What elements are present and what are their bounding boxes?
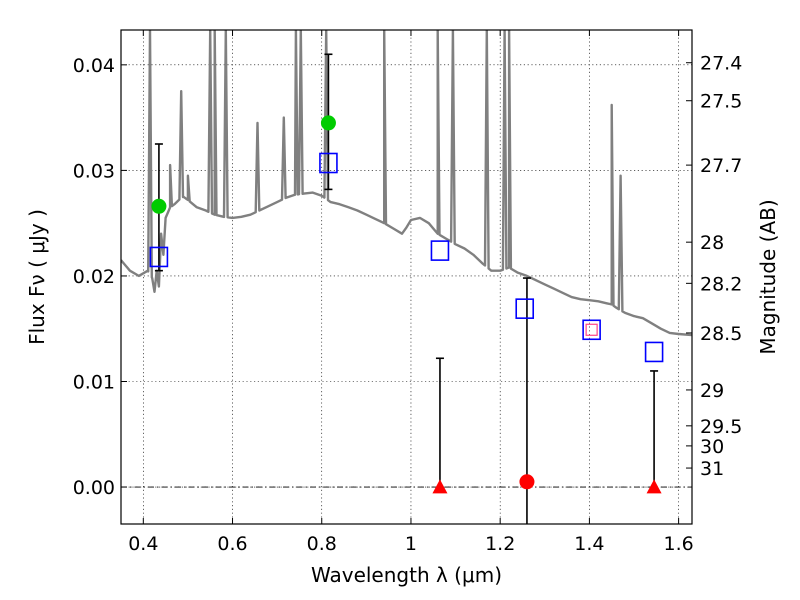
y-tick-label: 0.01 [73,372,115,394]
y2-tick-label: 29 [700,380,724,402]
model-photometry-square [149,246,169,268]
model-photometry-square [515,298,535,319]
x-axis-label: Wavelength λ (μm) [311,563,502,587]
x-tick-label: 0.4 [128,533,158,555]
error-bars [154,53,659,524]
upper-limit-triangle [432,479,448,494]
model-photometry-square [644,341,664,363]
y-tick-label: 0.04 [73,55,115,77]
y2-tick-label: 27.5 [700,91,742,113]
y2-tick-label: 31 [700,458,724,480]
x-tick-label: 1.6 [664,533,694,555]
model-photometry-square [430,240,450,261]
detection-point [519,474,535,490]
plot-border [120,29,693,525]
y-axis-label: Flux Fν ( μJy ) [25,209,49,345]
spectrum-line [121,30,692,337]
x-tick-label: 0.8 [307,533,337,555]
y-tick-label: 0.00 [73,477,115,499]
x-tick-label: 0.6 [217,533,247,555]
model-photometry-square [582,319,601,341]
detection-point [151,198,167,214]
y2-tick-label: 29.5 [700,416,742,438]
grid-lines [121,30,692,524]
y-tick-label: 0.03 [73,160,115,182]
upper-limit-triangle [646,479,662,494]
plot-frame [120,29,693,525]
axis-ticks: 0.4 0.6 0.8 1 1.2 1.4 1.6 0.00 0.01 0.02 0.03 0.04 2… [73,30,742,555]
y2-tick-label: 27.7 [700,155,742,177]
detection-point [320,115,336,131]
axis-labels: Wavelength λ (μm) Flux Fν ( μJy ) Magnit… [25,199,780,587]
model-photometry-square [319,152,338,174]
x-tick-label: 1 [405,533,417,555]
y2-tick-label: 28.2 [700,273,742,295]
y2-axis-label: Magnitude (AB) [756,199,780,354]
model-spectrum [121,30,692,337]
x-tick-label: 1.4 [574,533,604,555]
y-tick-label: 0.02 [73,266,115,288]
highlight-square [585,323,598,336]
data-markers [149,115,664,494]
y2-tick-label: 28 [700,232,724,254]
y2-tick-label: 28.5 [700,323,742,345]
y2-tick-label: 27.4 [700,53,742,75]
x-tick-label: 1.2 [485,533,515,555]
y2-tick-label: 30 [700,436,724,458]
